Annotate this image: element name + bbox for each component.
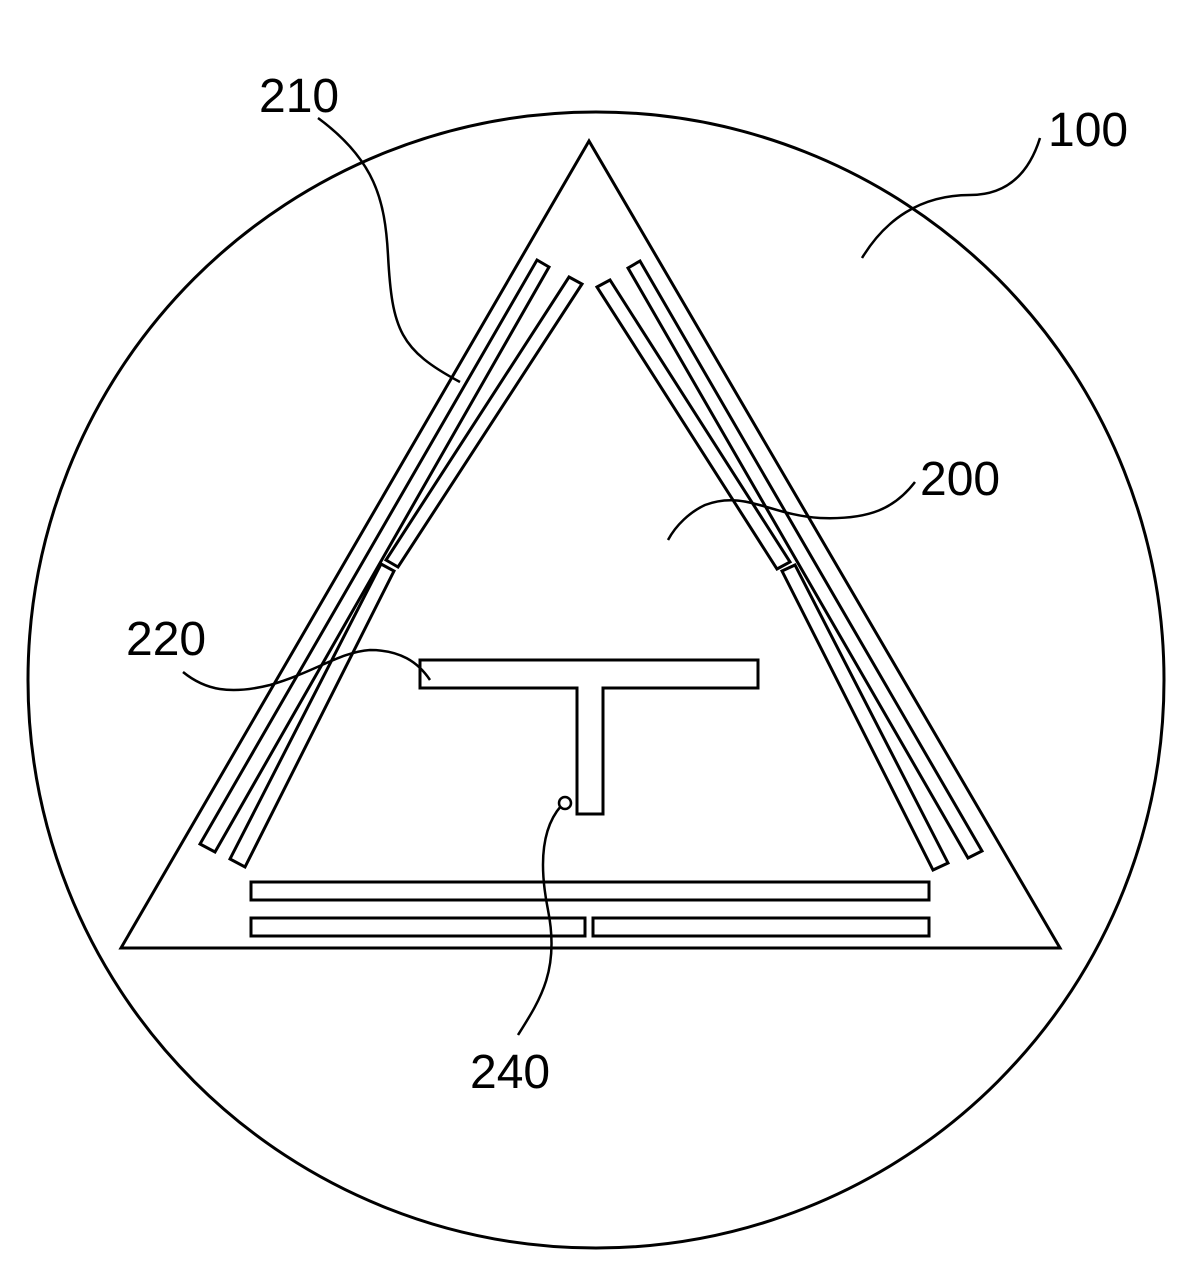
bottom-outer-slot — [251, 882, 929, 900]
label-210: 210 — [259, 70, 339, 123]
label-220: 220 — [126, 613, 206, 666]
label-240: 240 — [470, 1046, 550, 1099]
label-200: 200 — [920, 453, 1000, 506]
bottom-inner-left-slot — [251, 918, 585, 936]
label-100: 100 — [1048, 104, 1128, 157]
bottom-inner-right-slot — [593, 918, 929, 936]
